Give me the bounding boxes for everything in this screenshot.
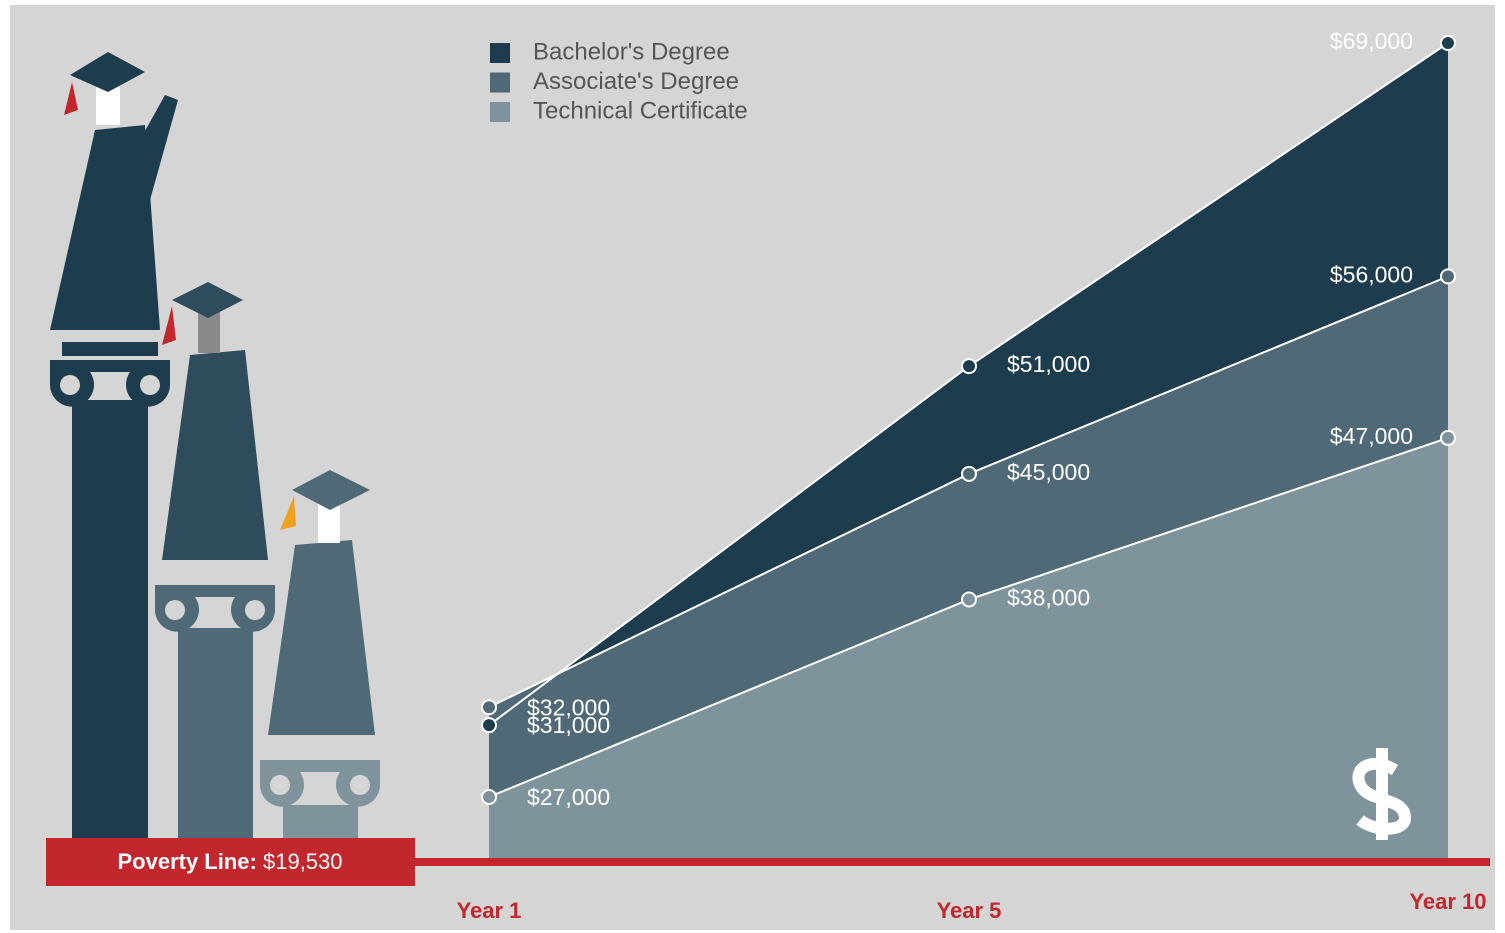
column: [178, 628, 253, 840]
point: [481, 788, 497, 805]
value-label: $69,000: [1330, 28, 1413, 54]
value-label: $38,000: [1007, 585, 1090, 611]
scroll: [245, 600, 265, 620]
gown: [268, 540, 375, 735]
area: [489, 437, 1448, 858]
point: [481, 699, 497, 716]
value-label: $45,000: [1007, 459, 1090, 485]
scroll: [350, 775, 370, 795]
gown: [50, 125, 160, 330]
illustration: [50, 52, 380, 840]
scroll: [140, 375, 160, 395]
face: [198, 305, 220, 353]
legend-label: Technical Certificate: [533, 97, 748, 124]
column: [283, 805, 358, 840]
cap: [70, 52, 145, 92]
point: [1440, 429, 1456, 446]
scroll: [60, 375, 80, 395]
column: [72, 400, 148, 840]
point: [961, 358, 977, 375]
capital: [50, 360, 170, 407]
point: [961, 591, 977, 608]
scroll: [270, 775, 290, 795]
point: [1440, 35, 1456, 51]
value-label: $51,000: [1007, 351, 1090, 377]
tassel: [162, 306, 176, 345]
point: [961, 465, 977, 482]
plot-area: $31,000 $51,000 $69,000 $32,000 $45,000 $56,0…: [415, 28, 1490, 866]
value-label: $27,000: [527, 784, 610, 810]
cap: [172, 282, 243, 318]
arm: [140, 95, 178, 200]
capital: [155, 585, 275, 632]
point: [481, 717, 497, 734]
poverty-label-box: [46, 838, 415, 886]
scroll: [165, 600, 185, 620]
gown: [162, 350, 268, 560]
capital: [62, 342, 158, 356]
legend-swatch: [490, 102, 510, 122]
value-label: $47,000: [1330, 423, 1413, 449]
capital: [260, 760, 380, 807]
dollar-icon: [1352, 748, 1412, 840]
value-label: $32,000: [527, 694, 610, 720]
cap: [292, 470, 370, 510]
poverty-title: Poverty Line:: [117, 849, 256, 874]
legend-swatch: [490, 43, 510, 63]
legend-label: Associate's Degree: [533, 68, 739, 95]
value-label: $56,000: [1330, 261, 1413, 287]
legend-swatch: [490, 72, 510, 93]
x-tick-label: Year 5: [937, 898, 1002, 923]
value-label: $31,000: [527, 712, 610, 738]
poverty-label: Poverty Line: $19,530: [117, 849, 342, 874]
tassel: [280, 496, 296, 530]
point: [1440, 268, 1456, 285]
x-tick-label: Year 1: [457, 898, 522, 923]
legend-label: Bachelor's Degree: [533, 38, 730, 65]
x-tick-label: Year 10: [1409, 889, 1486, 914]
tassel: [64, 82, 78, 115]
poverty-value: $19,530: [263, 849, 343, 874]
